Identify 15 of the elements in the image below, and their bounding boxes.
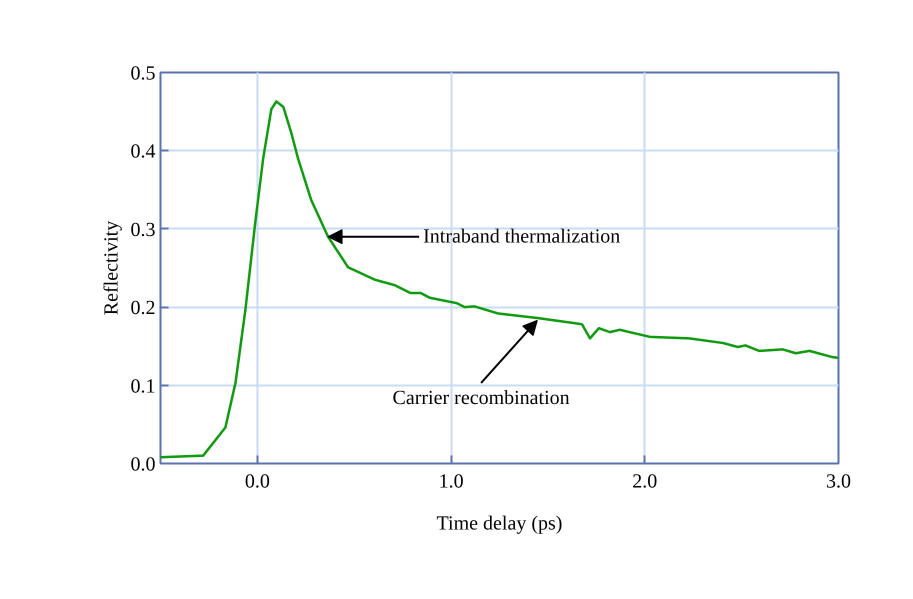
y-tick-label: 0.3	[130, 218, 156, 241]
line-series	[160, 100, 838, 458]
annotation: Intraband thermalization	[423, 226, 620, 248]
x-tick-label: 3.0	[826, 470, 851, 492]
y-tick-label: 0.2	[130, 297, 156, 320]
x-tick-label: 2.0	[632, 470, 658, 492]
x-tick-label: 0.0	[244, 470, 270, 492]
y-tick-label: 0.0	[130, 454, 156, 476]
y-tick-label: 0.1	[130, 375, 156, 398]
y-tick-label: 0.5	[130, 62, 156, 84]
x-tick-label: 1.0	[438, 470, 464, 492]
x-axis-title: Time delay (ps)	[436, 512, 562, 534]
y-tick-label: 0.4	[130, 140, 156, 163]
y-axis-title: Reflectivity	[100, 220, 122, 316]
annotation: Carrier recombination	[392, 386, 570, 409]
